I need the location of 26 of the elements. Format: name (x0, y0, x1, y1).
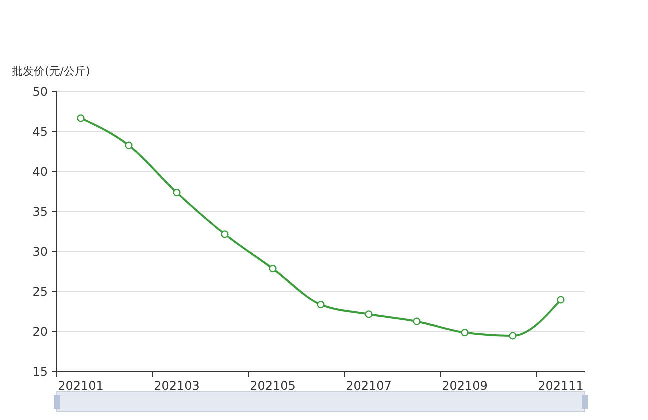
y-tick-label: 45 (32, 125, 48, 140)
y-axis-title: 批发价(元/公斤) (12, 65, 90, 78)
x-tick-label: 202111 (538, 379, 584, 393)
y-tick-label: 30 (32, 245, 48, 260)
point (461, 329, 469, 337)
y-tick-label: 35 (32, 205, 48, 220)
x-tick-label: 202107 (346, 379, 392, 393)
point (77, 114, 85, 122)
x-tick-label: 202105 (250, 379, 296, 393)
y-tick-label: 50 (32, 85, 48, 100)
x-tick-label: 202101 (58, 379, 104, 393)
y-tick-label: 40 (32, 165, 48, 180)
x-tick-label: 202103 (154, 379, 200, 393)
point (173, 189, 181, 197)
x-tick-label: 202109 (442, 379, 488, 393)
point (413, 318, 421, 326)
point (509, 332, 517, 340)
point (317, 301, 325, 309)
point (221, 230, 229, 238)
point (557, 296, 565, 304)
y-tick-label: 25 (32, 285, 48, 300)
point (365, 310, 373, 318)
y-tick-label: 15 (32, 365, 48, 380)
point (125, 142, 133, 150)
point (269, 265, 277, 273)
y-tick-label: 20 (32, 325, 48, 340)
